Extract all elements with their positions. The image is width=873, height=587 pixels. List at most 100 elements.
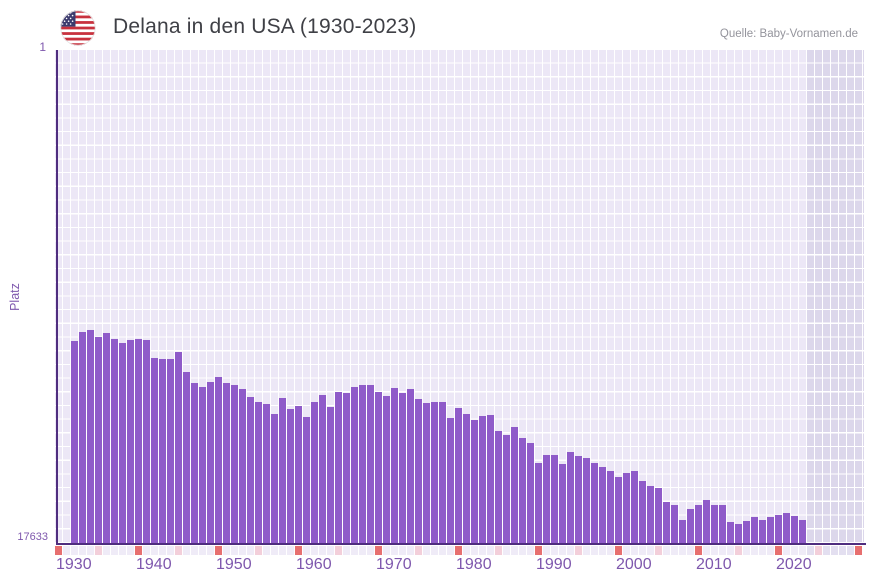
bar-1948[interactable] [199,386,206,543]
bar-1973[interactable] [399,393,406,543]
bar-2000[interactable] [615,477,622,543]
bar-1986[interactable] [503,435,510,543]
bar-1966[interactable] [343,393,350,543]
bar-1960[interactable] [295,406,302,543]
bar-1976[interactable] [423,403,430,543]
bar-1939[interactable] [127,340,134,543]
x-tick-cell [167,546,174,555]
x-tick-cell [279,546,286,555]
bar-1957[interactable] [271,414,278,543]
bar-1952[interactable] [231,384,238,543]
bar-2014[interactable] [727,522,734,543]
bar-2016[interactable] [743,521,750,543]
bar-1951[interactable] [223,383,230,543]
bar-1978[interactable] [439,401,446,543]
bar-2019[interactable] [767,517,774,543]
bar-1961[interactable] [303,417,310,543]
x-tick-decade-marker [375,546,382,555]
bar-1994[interactable] [567,451,574,543]
bar-1950[interactable] [215,377,222,543]
bar-2003[interactable] [639,481,646,543]
bar-1983[interactable] [479,416,486,543]
bar-1943[interactable] [159,358,166,543]
bar-1962[interactable] [311,401,318,543]
bar-2009[interactable] [687,508,694,543]
bar-1977[interactable] [431,401,438,543]
bar-2018[interactable] [759,520,766,543]
bar-2020[interactable] [775,515,782,543]
bar-1945[interactable] [175,352,182,543]
bar-1997[interactable] [591,463,598,543]
bar-1991[interactable] [543,455,550,543]
x-tick-cell [103,546,110,555]
bar-1980[interactable] [455,408,462,543]
bar-1981[interactable] [463,414,470,543]
x-tick-cell [823,546,830,555]
bar-1972[interactable] [391,388,398,543]
bar-1935[interactable] [95,337,102,543]
bar-1946[interactable] [183,372,190,543]
bar-1955[interactable] [255,401,262,543]
bar-1947[interactable] [191,383,198,543]
bar-1969[interactable] [367,384,374,543]
bar-1985[interactable] [495,430,502,543]
bar-2022[interactable] [791,516,798,543]
x-tick-decade-marker [615,546,622,555]
bar-1998[interactable] [599,467,606,543]
bar-1992[interactable] [551,455,558,543]
bar-1988[interactable] [519,438,526,543]
bar-2002[interactable] [631,471,638,543]
bar-1989[interactable] [527,443,534,543]
bar-2012[interactable] [711,505,718,543]
bar-1937[interactable] [111,338,118,543]
bar-1995[interactable] [575,456,582,543]
bar-2010[interactable] [695,505,702,543]
bar-1979[interactable] [447,417,454,543]
bar-1999[interactable] [607,471,614,543]
bar-1944[interactable] [167,358,174,543]
bar-1932[interactable] [71,341,78,543]
bar-1956[interactable] [263,404,270,543]
bar-1938[interactable] [119,342,126,543]
bar-2007[interactable] [671,505,678,543]
bar-2021[interactable] [783,513,790,543]
bar-1934[interactable] [87,330,94,543]
bar-1954[interactable] [247,396,254,543]
bar-1959[interactable] [287,409,294,543]
bar-1987[interactable] [511,427,518,543]
bar-1949[interactable] [207,381,214,543]
bar-2017[interactable] [751,517,758,543]
bar-2005[interactable] [655,487,662,543]
bar-2013[interactable] [719,505,726,543]
bar-2008[interactable] [679,520,686,543]
bar-1996[interactable] [583,458,590,543]
bar-1958[interactable] [279,397,286,543]
bar-1971[interactable] [383,396,390,543]
bar-1941[interactable] [143,340,150,543]
bar-1936[interactable] [103,333,110,543]
bar-1968[interactable] [359,384,366,543]
bar-1940[interactable] [135,338,142,543]
x-tick-cell [407,546,414,555]
bar-2015[interactable] [735,524,742,543]
bar-1942[interactable] [151,358,158,543]
bar-1965[interactable] [335,391,342,543]
bar-1982[interactable] [471,420,478,543]
bar-2006[interactable] [663,502,670,543]
bar-2001[interactable] [623,472,630,543]
bar-2011[interactable] [703,500,710,543]
x-tick-cell [191,546,198,555]
bar-1964[interactable] [327,407,334,543]
bar-1953[interactable] [239,388,246,543]
bar-1967[interactable] [351,386,358,543]
bar-1970[interactable] [375,391,382,543]
bar-1975[interactable] [415,399,422,543]
bar-1993[interactable] [559,464,566,543]
bar-1933[interactable] [79,332,86,543]
bar-1974[interactable] [407,388,414,543]
bar-1990[interactable] [535,463,542,543]
bar-1984[interactable] [487,415,494,543]
bar-1963[interactable] [319,395,326,543]
bar-2004[interactable] [647,486,654,543]
bar-2023[interactable] [799,520,806,543]
